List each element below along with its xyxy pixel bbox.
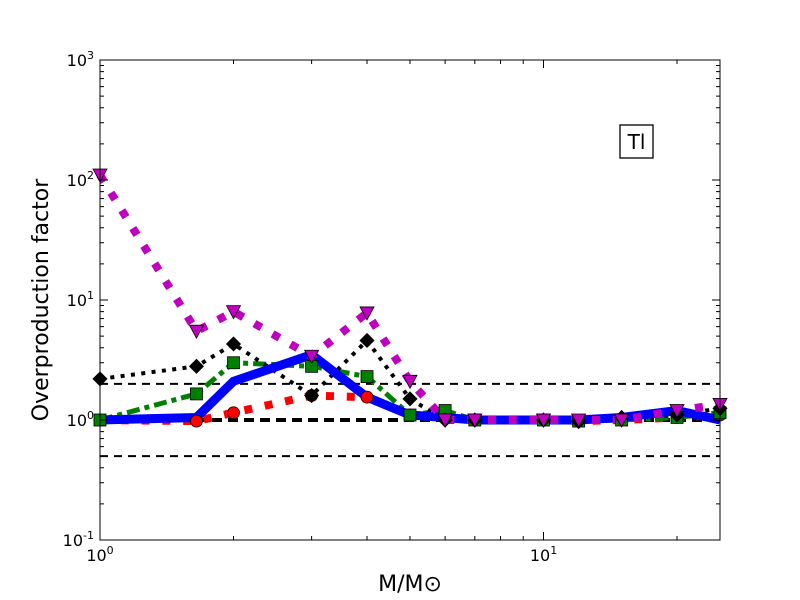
series-0-point-1 <box>190 414 203 428</box>
x-tick-label-0: 100 <box>86 544 113 565</box>
series-2-point-5 <box>402 391 418 407</box>
annotation-text: Tl <box>627 130 646 154</box>
series-0-point-2 <box>227 406 240 420</box>
series-2-point-4 <box>359 332 375 349</box>
series-4-point-5 <box>402 374 418 390</box>
y-axis-label: Overproduction factor <box>29 178 54 421</box>
series-4-point-6 <box>437 413 453 428</box>
series-4-point-3 <box>303 349 320 365</box>
annotation-frame <box>619 124 654 159</box>
series-2-point-3 <box>304 387 320 404</box>
series-4-point-9 <box>570 413 587 428</box>
series-2-point-2 <box>225 336 242 352</box>
y-tick-label-1: 100 <box>67 409 94 430</box>
y-tick-label-4: 103 <box>67 49 94 70</box>
series-1-point-5 <box>403 408 417 422</box>
series-4-point-4 <box>359 306 375 321</box>
y-tick-label-2: 101 <box>67 289 94 310</box>
axis-ticks <box>99 59 720 541</box>
x-axis-label: M/M⊙ <box>378 572 442 597</box>
series-markers <box>92 168 728 430</box>
x-tick-label-1: 101 <box>530 544 557 565</box>
series-1-point-4 <box>360 370 374 383</box>
series-1-point-1 <box>190 387 203 401</box>
series-4-point-10 <box>613 413 630 428</box>
series-4-point-7 <box>467 413 483 428</box>
y-tick-label-0: 10-1 <box>63 529 94 550</box>
series-4-point-11 <box>669 404 685 419</box>
annotation-box: Tl <box>619 124 654 159</box>
series-2-point-1 <box>188 358 205 374</box>
series-1-point-2 <box>227 356 240 370</box>
series-0-point-4 <box>360 390 374 404</box>
series-4-point-8 <box>535 413 552 428</box>
y-tick-label-3: 102 <box>67 169 94 190</box>
plot-background <box>100 60 720 540</box>
series-4-point-2 <box>225 305 242 320</box>
series-4-point-1 <box>188 324 205 340</box>
